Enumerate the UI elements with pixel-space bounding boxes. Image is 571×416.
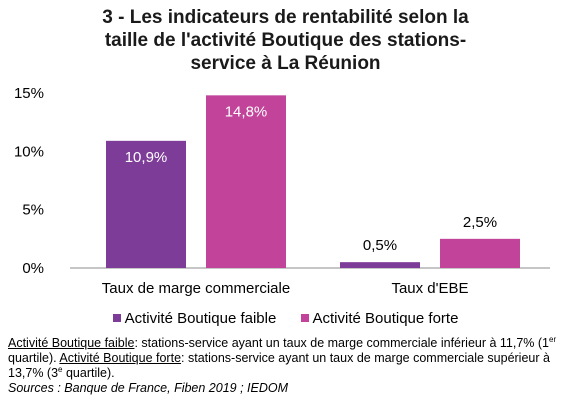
legend-item-faible: Activité Boutique faible — [112, 310, 277, 327]
note-faible-sup: er — [549, 334, 557, 344]
bar — [340, 262, 420, 268]
bar-chart: 0% 5% 10% 15% Taux de marge commerciale 10,9%… — [14, 85, 550, 297]
legend-label-faible: Activité Boutique faible — [124, 310, 277, 327]
bar — [106, 140, 186, 268]
chart-title-line-3: service à La Réunion — [190, 53, 381, 74]
note-faible-end: quartile). — [8, 351, 60, 365]
legend: Activité Boutique faible Activité Boutiq… — [0, 310, 571, 327]
legend-swatch-faible — [112, 314, 121, 323]
note-forte-sup: e — [58, 364, 63, 374]
y-tick-label: 10% — [14, 143, 44, 160]
legend-item-forte: Activité Boutique forte — [300, 310, 459, 327]
note-forte-end: quartile). — [62, 366, 115, 380]
chart-footnote: Activité Boutique faible: stations-servi… — [8, 334, 568, 396]
y-tick-label: 15% — [14, 85, 44, 102]
bar — [440, 238, 520, 268]
chart-title-line-1: 3 - Les indicateurs de rentabilité selon… — [102, 7, 469, 28]
chart-title-line-2: taille de l'activité Boutique des statio… — [104, 30, 467, 51]
legend-swatch-forte — [300, 314, 309, 323]
data-label: 2,5% — [463, 214, 497, 231]
note-forte-term: Activité Boutique forte — [59, 351, 182, 365]
note-forte-def: : stations-service ayant un taux de marg… — [8, 351, 550, 380]
bar — [206, 95, 286, 268]
y-tick-label: 0% — [22, 260, 44, 277]
data-label: 14,8% — [225, 103, 268, 120]
data-label: 0,5% — [363, 237, 397, 254]
chart-title: 3 - Les indicateurs de rentabilité selon… — [0, 6, 571, 75]
legend-label-forte: Activité Boutique forte — [312, 310, 459, 327]
category-label: Taux de marge commerciale — [102, 280, 290, 297]
note-sources: Sources : Banque de France, Fiben 2019 ;… — [8, 381, 289, 395]
data-label: 10,9% — [125, 149, 168, 166]
category-label: Taux d'EBE — [391, 280, 468, 297]
y-tick-label: 5% — [22, 202, 44, 219]
note-faible-term: Activité Boutique faible — [8, 336, 135, 350]
note-faible-def: : stations-service ayant un taux de marg… — [134, 336, 550, 350]
